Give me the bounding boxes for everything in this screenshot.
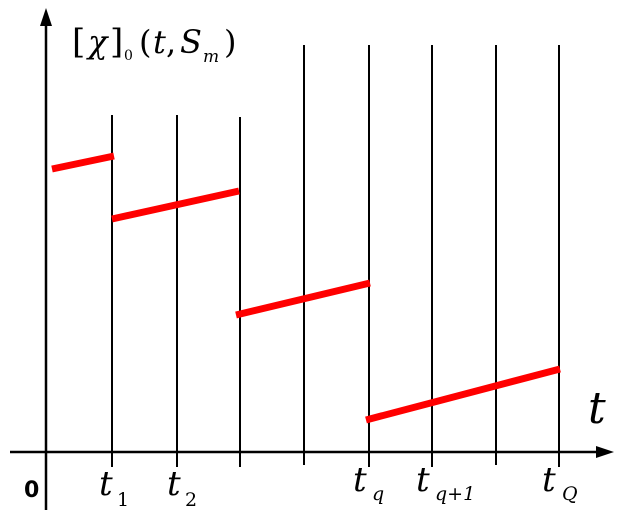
chi-symbol: χ bbox=[86, 23, 109, 61]
segment-3 bbox=[235, 279, 371, 319]
tick-t2-sub: 2 bbox=[185, 489, 197, 511]
arg-s: S bbox=[180, 23, 202, 61]
y-axis-arrowhead bbox=[40, 8, 52, 26]
comma: , bbox=[166, 23, 176, 61]
tick-t2-base: t bbox=[167, 464, 181, 504]
tick-tq-base: t bbox=[353, 460, 367, 500]
paren-open: ( bbox=[139, 23, 151, 61]
arg-t: t bbox=[153, 23, 166, 61]
x-axis-arrowhead bbox=[596, 446, 614, 458]
tick-tq1-base: t bbox=[416, 460, 430, 500]
tick-label-t2: t 2 bbox=[167, 464, 197, 511]
red-segments bbox=[51, 152, 561, 424]
tick-label-tq: t q bbox=[353, 460, 384, 505]
origin-label: 0 bbox=[24, 478, 39, 503]
x-axis-label: t bbox=[588, 383, 606, 434]
partition-lines bbox=[111, 45, 560, 467]
segment-4 bbox=[365, 365, 561, 424]
tick-t1-sub: 1 bbox=[117, 489, 129, 511]
segment-1 bbox=[51, 152, 115, 173]
bracket-open: [ bbox=[72, 22, 85, 62]
paren-close: ) bbox=[224, 23, 236, 61]
tick-tQ-sub: Q bbox=[562, 483, 578, 505]
segment-2 bbox=[111, 187, 240, 223]
tick-label-t1: t 1 bbox=[99, 464, 129, 511]
bracket-close: ] bbox=[110, 22, 123, 62]
subscript-zero: 0 bbox=[124, 48, 133, 64]
tick-t1-base: t bbox=[99, 464, 113, 504]
y-axis-label: [ χ ] 0 ( t , S m ) bbox=[72, 22, 236, 67]
tick-label-tQ: t Q bbox=[542, 460, 578, 505]
tick-tq1-sub: q+1 bbox=[435, 483, 475, 505]
tick-tq-sub: q bbox=[372, 483, 384, 505]
subscript-m: m bbox=[203, 47, 219, 67]
tick-label-tq1: t q+1 bbox=[416, 460, 475, 505]
tick-tQ-base: t bbox=[542, 460, 556, 500]
axes bbox=[10, 20, 605, 510]
